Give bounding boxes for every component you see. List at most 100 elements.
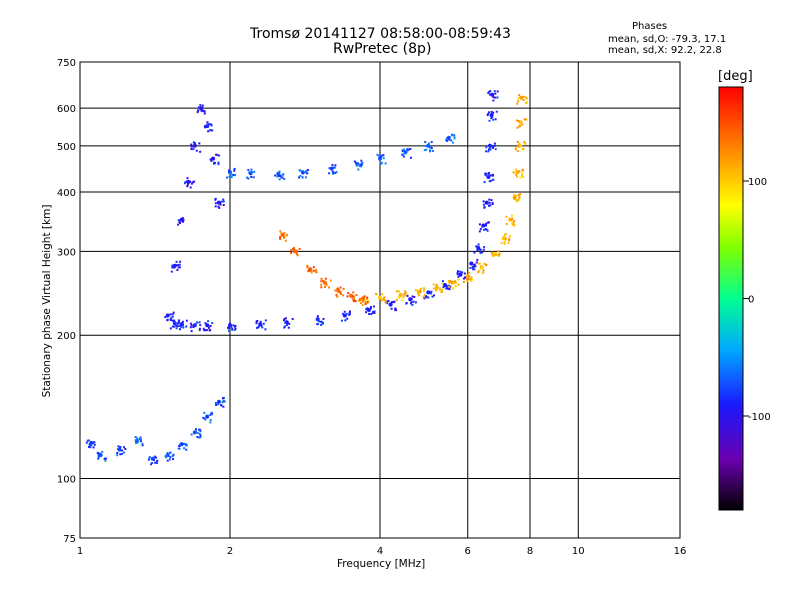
echo-dot <box>217 205 220 208</box>
echo-dot <box>480 267 483 270</box>
echo-dot <box>283 236 286 239</box>
echo-dot <box>220 200 223 203</box>
echo-dot <box>486 229 489 232</box>
data-point <box>88 442 93 447</box>
echo-dot <box>486 202 489 205</box>
echo-dot <box>448 138 451 141</box>
echo-dot <box>435 289 438 292</box>
echo-dot <box>308 269 310 272</box>
echo-dot <box>166 459 169 462</box>
echo-dot <box>341 312 344 315</box>
echo-dot <box>251 171 254 173</box>
echo-dot <box>342 287 345 290</box>
echo-dot <box>334 289 337 292</box>
echo-dot <box>477 243 480 246</box>
echo-dot <box>156 459 159 462</box>
echo-dot <box>249 172 252 175</box>
echo-dot <box>195 149 198 152</box>
echo-dot <box>449 279 452 282</box>
data-point <box>486 175 491 179</box>
echo-dot <box>320 283 323 286</box>
stats-x-mode: mean, sd,X: 92.2, 22.8 <box>608 45 722 56</box>
echo-dot <box>185 325 188 328</box>
echo-dot <box>511 218 513 221</box>
echo-dot <box>181 217 184 220</box>
echo-dot <box>505 223 508 225</box>
echo-dot <box>190 324 193 327</box>
echo-dot <box>335 294 338 297</box>
data-point <box>434 285 439 290</box>
echo-dot <box>481 225 484 228</box>
echo-dot <box>488 172 490 174</box>
echo-dot <box>419 287 422 290</box>
echo-dot <box>508 239 510 242</box>
echo-dot <box>473 268 476 271</box>
echo-dot <box>276 175 279 178</box>
echo-dot <box>190 143 193 146</box>
echo-dot <box>386 302 389 305</box>
echo-dot <box>124 448 127 450</box>
echo-dot <box>196 436 199 438</box>
echo-dot <box>280 232 283 234</box>
echo-dot <box>320 320 323 323</box>
series-group <box>226 133 456 181</box>
echo-dot <box>359 163 362 166</box>
echo-dot <box>488 93 491 96</box>
echo-dot <box>442 286 445 289</box>
echo-dot <box>234 325 237 327</box>
echo-dot <box>222 399 225 402</box>
echo-dot <box>148 456 151 459</box>
x-tick-label: 4 <box>377 546 383 557</box>
echo-dot <box>340 292 343 295</box>
echo-dot <box>333 166 336 169</box>
echo-dot <box>178 263 181 266</box>
echo-dot <box>177 223 180 226</box>
echo-dot <box>489 148 492 151</box>
echo-dot <box>286 324 288 326</box>
echo-dot <box>424 145 427 148</box>
echo-dot <box>259 320 262 323</box>
echo-dot <box>382 154 385 157</box>
echo-dot <box>233 167 236 170</box>
echo-dot <box>501 238 504 240</box>
data-point <box>398 293 403 297</box>
echo-dot <box>441 280 444 283</box>
echo-dot <box>390 301 393 304</box>
echo-dot <box>330 167 333 170</box>
echo-dot <box>177 264 180 267</box>
echo-dot <box>179 322 182 325</box>
echo-dot <box>520 120 523 123</box>
echo-dot <box>172 319 175 322</box>
echo-dot <box>470 276 473 279</box>
echo-dot <box>196 111 199 114</box>
echo-dot <box>210 124 213 127</box>
echo-dot <box>454 285 457 288</box>
echo-dot <box>305 170 308 173</box>
echo-dot <box>298 176 300 179</box>
echo-dot <box>511 214 514 217</box>
echo-dot <box>474 265 477 268</box>
echo-dot <box>509 235 511 238</box>
echo-dot <box>230 176 233 178</box>
echo-dot <box>199 429 202 432</box>
echo-dot <box>231 328 234 331</box>
echo-dot <box>517 100 520 103</box>
echo-dot <box>473 251 476 254</box>
echo-dot <box>316 315 319 318</box>
echo-dot <box>366 299 369 302</box>
echo-dot <box>379 156 382 159</box>
x-tick-label: 6 <box>465 546 471 557</box>
echo-dot <box>198 321 201 324</box>
echo-dot <box>507 241 510 244</box>
echo-dot <box>497 250 500 253</box>
echo-dot <box>483 205 486 208</box>
echo-dot <box>454 280 457 283</box>
echo-dot <box>257 325 260 328</box>
echo-dot <box>490 199 493 202</box>
echo-dot <box>478 223 481 226</box>
echo-dot <box>526 101 528 104</box>
echo-dot <box>97 457 100 460</box>
echo-dot <box>443 285 446 287</box>
echo-dot <box>205 124 208 127</box>
echo-dot <box>246 176 248 179</box>
